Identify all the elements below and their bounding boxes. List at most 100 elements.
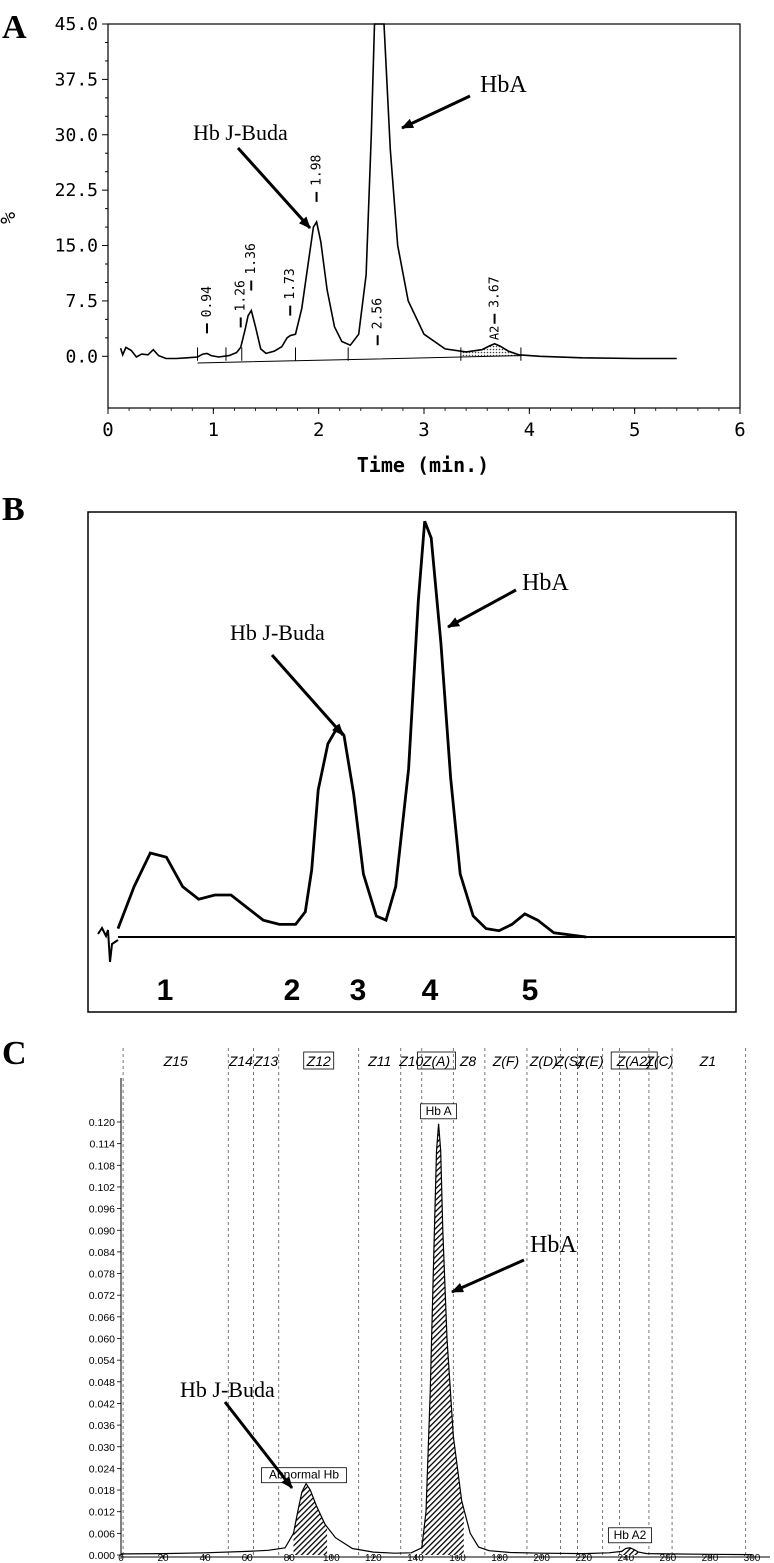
panel-c-y-tick-label: 0.042: [89, 1398, 115, 1410]
panel-a-peak-labels: 0.94 1.26 1.36 1.73 1.98 2.56 3.67: [197, 155, 522, 361]
panel-a-x-axis-label: Time (min.): [357, 453, 489, 477]
panel-a-x-tick-label: 0: [102, 419, 113, 441]
panel-b-label: B: [2, 491, 25, 528]
panel-c-peak-label-box: [608, 1527, 652, 1544]
panel-c-zone-label: Z(S): [554, 1053, 582, 1069]
panel-a-y-axis: 0.0 7.5 15.0 22.5 30.0 37.5 45.0: [55, 14, 108, 367]
panel-c-arrow-hba: [451, 1258, 525, 1294]
panel-a-peak-label: 1.98: [310, 155, 325, 186]
panel-c-zone-label: Z12: [306, 1053, 331, 1069]
panel-a-y-tick-label: 22.5: [55, 180, 98, 201]
panel-a-peak-label: 1.26: [234, 280, 249, 311]
panel-c-x-tick-label: 160: [449, 1553, 466, 1563]
panel-c-y-tick-label: 0.054: [89, 1355, 115, 1367]
panel-c-x-tick-label: 180: [491, 1553, 508, 1563]
panel-c-zone-label: Z14: [228, 1053, 253, 1069]
panel-a-peak-label: 2.56: [371, 298, 386, 329]
panel-a-x-tick-label: 4: [524, 419, 535, 441]
panel-c-zone-labels: Z15 Z14 Z13 Z12 Z11 Z10 Z(A) Z8 Z(F) Z(D)Z(S)Z(E)…: [163, 1051, 716, 1070]
panel-c-zone-lines: [122, 1048, 747, 1557]
panel-b-peak-number: 3: [350, 974, 367, 1007]
panel-c-x-tick-label: 260: [660, 1553, 677, 1563]
panel-c-y-tick-label: 0.102: [89, 1182, 115, 1194]
panel-c: C Z15 Z14 Z13 Z12 Z11 Z10 Z(A) Z8 Z(F) Z(D)Z(S)Z(…: [2, 1035, 770, 1563]
panel-c-zone-label: Z1: [699, 1053, 716, 1069]
panel-c-x-tick-label: 140: [407, 1553, 424, 1563]
panel-a-arrow-hb-j-buda: [236, 146, 312, 230]
panel-b-arrow-hb-j-buda: [270, 654, 345, 736]
panel-a-y-tick-label: 37.5: [55, 69, 98, 90]
panel-a-annotation-hba: HbA: [480, 72, 527, 98]
panel-c-zone-label: Z10: [398, 1053, 423, 1069]
panel-a-x-tick-label: 2: [313, 419, 324, 441]
panel-b-peak-numbers: 1 2 3 4 5: [157, 974, 539, 1007]
panel-c-x-tick-label: 240: [617, 1553, 634, 1563]
panel-a-trace: [119, 23, 677, 360]
panel-a-x-tick-label: 1: [208, 419, 219, 441]
panel-c-y-tick-label: 0.120: [89, 1117, 115, 1129]
panel-c-filled-peaks: [293, 1123, 639, 1555]
panel-c-y-axis: 0.000 0.006 0.012 0.018 0.024 0.030 0.036 0.042…: [89, 1117, 121, 1562]
panel-c-zone-label: Z(A): [422, 1053, 450, 1069]
panel-a-y-axis-label: %: [0, 212, 20, 224]
panel-c-zone-label: Z(D): [529, 1053, 558, 1069]
panel-c-zone-label: Z15: [163, 1053, 188, 1069]
panel-c-x-tick-label: 120: [365, 1553, 382, 1563]
panel-c-zone-label: Z8: [459, 1053, 477, 1069]
panel-c-x-tick-label: 20: [158, 1553, 170, 1563]
panel-c-x-tick-label: 80: [284, 1553, 296, 1563]
panel-a-plot-frame: [107, 23, 741, 409]
panel-c-trace: [120, 1123, 753, 1556]
panel-b-injection-artifact: [97, 926, 119, 963]
panel-a-annotation-hb-j-buda: Hb J-Buda: [193, 120, 288, 145]
panel-c-y-tick-label: 0.108: [89, 1160, 115, 1172]
panel-c-zone-label: Z11: [367, 1053, 391, 1069]
panel-c-peak-label: Hb A: [426, 1104, 452, 1118]
panel-c-x-tick-label: 40: [200, 1553, 212, 1563]
panel-a-x-tick-label: 5: [629, 419, 640, 441]
panel-b-peak-number: 2: [284, 974, 301, 1007]
panel-a-peak-label: 1.36: [244, 243, 259, 274]
panel-a-y-tick-label: 0.0: [65, 346, 98, 367]
panel-b: B 1 2 3 4 5 Hb J-Buda HbA: [2, 491, 737, 1013]
panel-a-y-tick-label: 15.0: [55, 236, 98, 257]
panel-c-peak-label: Hb A2: [614, 1528, 647, 1542]
panel-a-arrow-hba: [401, 94, 471, 130]
panel-b-peak-number: 1: [157, 974, 174, 1007]
panel-c-zone-label: Z(E): [575, 1053, 603, 1069]
panel-b-peak-number: 4: [422, 974, 439, 1007]
panel-c-y-tick-label: 0.084: [89, 1247, 115, 1259]
panel-a-peak-label: 0.94: [200, 286, 215, 317]
panel-c-y-tick-label: 0.000: [89, 1550, 115, 1562]
panel-c-y-tick-label: 0.114: [90, 1139, 116, 1151]
panel-a-x-tick-label: 6: [734, 419, 745, 441]
panel-c-y-tick-label: 0.024: [89, 1463, 115, 1475]
panel-a-y-tick-label: 45.0: [55, 14, 98, 35]
panel-a: A 0.0 7.5 15.0 22.5 30.0 37.5 45.0 0 1 2 3 4 5 6 % T…: [0, 9, 746, 477]
panel-c-zone-label: Z(F): [492, 1053, 519, 1069]
panel-c-x-axis: 0 20 40 60 80 100 120 140 160 180 200 220 240 260 280 3…: [118, 1553, 761, 1563]
panel-b-arrow-hba: [447, 588, 517, 629]
panel-c-x-tick-label: 300: [744, 1553, 761, 1563]
panel-a-x-tick-label: 3: [418, 419, 429, 441]
panel-c-y-tick-label: 0.072: [89, 1290, 115, 1302]
panel-c-x-tick-label: 0: [118, 1553, 124, 1563]
panel-c-y-tick-label: 0.090: [89, 1225, 115, 1237]
panel-c-y-tick-label: 0.006: [89, 1528, 115, 1540]
panel-a-label: A: [2, 9, 27, 46]
panel-c-y-tick-label: 0.036: [89, 1420, 115, 1432]
panel-c-zone-label: Z13: [253, 1053, 278, 1069]
panel-c-x-tick-label: 60: [242, 1553, 254, 1563]
panel-c-y-tick-label: 0.096: [89, 1204, 115, 1216]
panel-c-y-tick-label: 0.066: [89, 1312, 115, 1324]
panel-c-x-tick-label: 100: [323, 1553, 340, 1563]
panel-a-peak-label: 3.67: [488, 276, 503, 307]
panel-a-y-tick-label: 30.0: [55, 125, 98, 146]
panel-c-annotation-hb-j-buda: Hb J-Buda: [180, 1377, 275, 1402]
panel-c-y-tick-label: 0.048: [89, 1377, 115, 1389]
panel-b-frame: [87, 511, 737, 1013]
panel-c-x-tick-label: 220: [575, 1553, 592, 1563]
panel-a-baseline: [197, 355, 521, 364]
panel-b-annotation-hba: HbA: [522, 570, 569, 596]
